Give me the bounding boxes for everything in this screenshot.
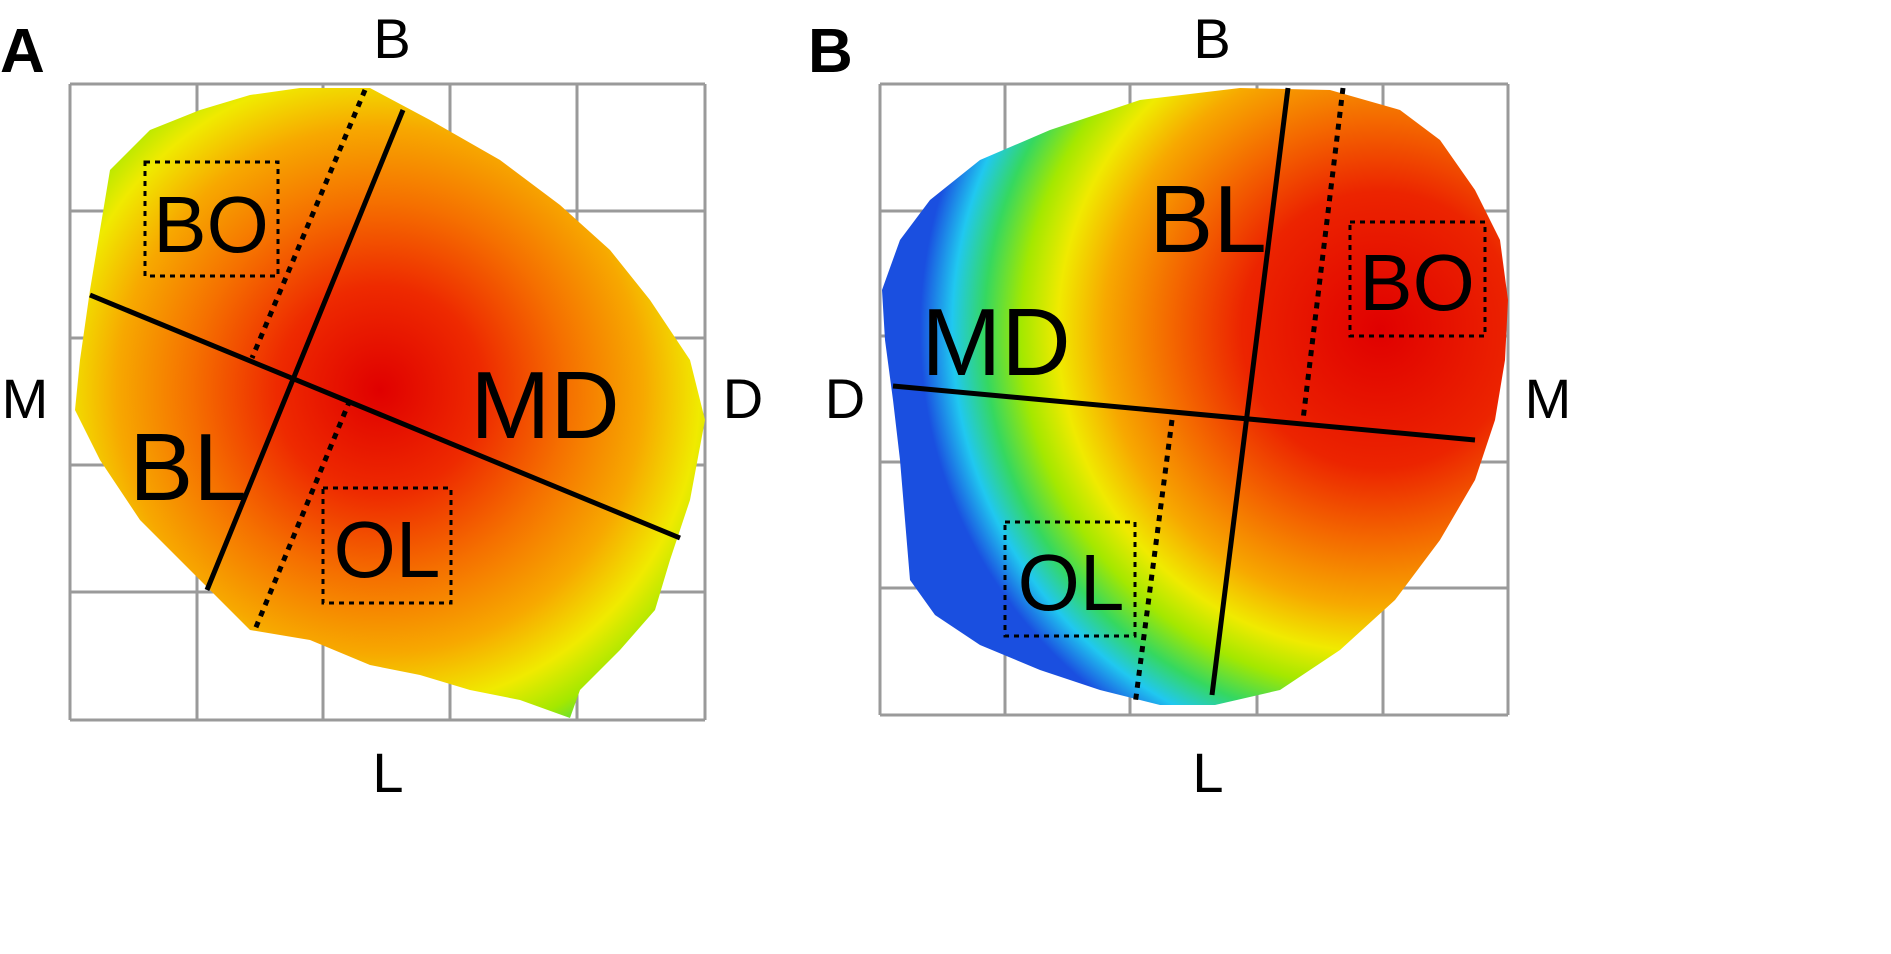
- md-axis-line-a: [89, 292, 681, 541]
- dotted-divider-upper-a: [249, 89, 368, 359]
- region-label-bo-a: BO: [153, 180, 269, 269]
- panel-letter-b: B: [808, 17, 853, 86]
- bo-box-b: [1348, 220, 1487, 338]
- dotted-divider-upper-b: [1300, 87, 1346, 421]
- axis-label-left-b: D: [825, 367, 865, 430]
- panel-b: B BO OL MD BL B L D M: [808, 7, 1571, 804]
- axis-label-top-a: B: [373, 7, 410, 70]
- panel-a: A BO OL MD BL B L M D: [0, 7, 763, 804]
- region-label-md-b: MD: [921, 289, 1070, 396]
- axis-label-bottom-a: L: [372, 741, 403, 804]
- contour-map-b: [882, 88, 1508, 705]
- bl-axis-line-a: [204, 109, 406, 591]
- ol-box-a: [321, 486, 453, 605]
- bo-box-a: [143, 160, 280, 278]
- axis-label-top-b: B: [1193, 7, 1230, 70]
- region-label-ol-a: OL: [334, 505, 441, 594]
- md-axis-line-b: [892, 383, 1476, 443]
- dotted-divider-lower-a: [251, 399, 353, 633]
- region-label-bl-b: BL: [1149, 166, 1266, 273]
- axis-label-right-b: M: [1525, 367, 1572, 430]
- region-label-bl-a: BL: [129, 414, 246, 521]
- bl-axis-line-b: [1209, 87, 1291, 696]
- axis-label-right-a: D: [723, 367, 763, 430]
- contour-map-a: [75, 88, 705, 718]
- region-label-ol-b: OL: [1018, 538, 1125, 627]
- ol-box-b: [1003, 520, 1137, 638]
- panel-letter-a: A: [0, 17, 45, 86]
- axis-label-bottom-b: L: [1192, 741, 1223, 804]
- region-label-md-a: MD: [470, 352, 619, 459]
- region-label-bo-b: BO: [1359, 238, 1475, 327]
- axis-label-left-a: M: [2, 367, 49, 430]
